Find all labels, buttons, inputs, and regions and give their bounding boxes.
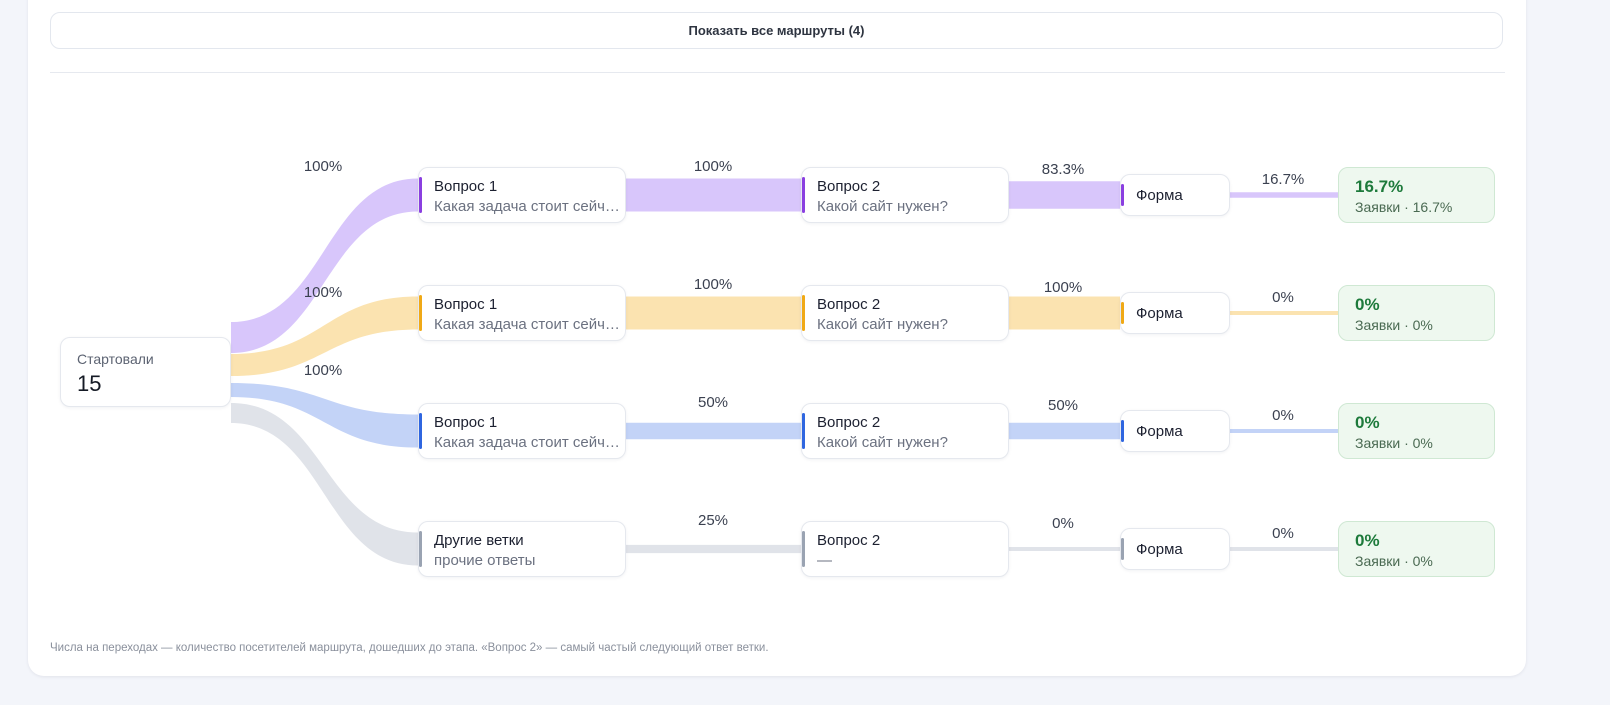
q2-node-2[interactable]: Вопрос 2 Какой сайт нужен?	[801, 285, 1009, 341]
form-result-transition-label-3: 0%	[1272, 407, 1294, 424]
flow-q1-q2-2	[626, 296, 802, 330]
node-color-bar	[419, 413, 422, 449]
form-node-1[interactable]: Форма	[1120, 174, 1230, 216]
form-title: Форма	[1136, 541, 1183, 558]
form-title: Форма	[1136, 187, 1183, 204]
flow-q1-q2-4	[626, 544, 802, 554]
q2-form-transition-label-2: 100%	[1043, 279, 1083, 296]
flow-q2-form-3	[1009, 422, 1120, 440]
q1-node-1[interactable]: Вопрос 1 Какая задача стоит сейчас?	[418, 167, 626, 223]
flow-q2-form-4	[1009, 547, 1120, 551]
q1-q2-transition-label-1: 100%	[693, 158, 733, 175]
divider	[50, 72, 1505, 73]
start-transition-label-3: 100%	[303, 362, 343, 379]
flow-q2-form-2	[1009, 296, 1120, 330]
flow-form-result-1	[1230, 192, 1338, 198]
start-transition-label-2: 100%	[303, 284, 343, 301]
q2-title: Вопрос 2	[817, 178, 881, 195]
result-subtitle: Заявки · 16.7%	[1355, 199, 1453, 215]
form-node-4[interactable]: Форма	[1120, 528, 1230, 570]
flow-q2-form-1	[1009, 181, 1120, 209]
q1-title: Другие ветки	[434, 532, 524, 549]
node-color-bar	[802, 295, 805, 331]
node-color-bar	[419, 531, 422, 567]
result-node-4[interactable]: 0% Заявки · 0%	[1338, 521, 1495, 577]
q1-node-3[interactable]: Вопрос 1 Какая задача стоит сейчас?	[418, 403, 626, 459]
q2-form-transition-label-4: 0%	[1052, 515, 1074, 532]
start-transition-label-1: 100%	[303, 158, 343, 175]
q1-title: Вопрос 1	[434, 178, 498, 195]
q1-title: Вопрос 1	[434, 296, 498, 313]
q1-subtitle: Какая задача стоит сейчас?	[434, 316, 624, 333]
q2-node-3[interactable]: Вопрос 2 Какой сайт нужен?	[801, 403, 1009, 459]
form-result-transition-label-2: 0%	[1272, 289, 1294, 306]
flow-start-q1-1	[231, 178, 418, 353]
result-percent: 0%	[1355, 295, 1380, 314]
show-all-routes-button[interactable]: Показать все маршруты (4)	[50, 12, 1503, 49]
flow-form-result-4	[1230, 547, 1338, 551]
start-node: Стартовали 15	[60, 337, 231, 407]
form-title: Форма	[1136, 305, 1183, 322]
result-percent: 0%	[1355, 413, 1380, 432]
q1-subtitle: прочие ответы	[434, 552, 536, 569]
form-node-2[interactable]: Форма	[1120, 292, 1230, 334]
node-color-bar	[1121, 184, 1124, 206]
node-color-bar	[1121, 420, 1124, 442]
flow-q1-q2-3	[626, 422, 802, 440]
node-color-bar	[1121, 302, 1124, 324]
q2-node-4[interactable]: Вопрос 2 —	[801, 521, 1009, 577]
form-result-transition-label-4: 0%	[1272, 525, 1294, 542]
form-result-transition-label-1: 16.7%	[1261, 171, 1305, 188]
form-title: Форма	[1136, 423, 1183, 440]
result-subtitle: Заявки · 0%	[1355, 317, 1433, 333]
start-label: Стартовали	[77, 351, 154, 367]
result-subtitle: Заявки · 0%	[1355, 435, 1433, 451]
result-node-1[interactable]: 16.7% Заявки · 16.7%	[1338, 167, 1495, 223]
q1-node-2[interactable]: Вопрос 1 Какая задача стоит сейчас?	[418, 285, 626, 341]
result-node-2[interactable]: 0% Заявки · 0%	[1338, 285, 1495, 341]
flow-q1-q2-1	[626, 178, 802, 212]
q2-form-transition-label-3: 50%	[1047, 397, 1079, 414]
node-color-bar	[1121, 538, 1124, 560]
q2-form-transition-label-1: 83.3%	[1041, 161, 1085, 178]
q2-title: Вопрос 2	[817, 532, 881, 549]
q1-q2-transition-label-3: 50%	[697, 394, 729, 411]
flow-form-result-2	[1230, 311, 1338, 315]
q1-q2-transition-label-4: 25%	[697, 512, 729, 529]
node-color-bar	[802, 413, 805, 449]
q1-title: Вопрос 1	[434, 414, 498, 431]
q1-subtitle: Какая задача стоит сейчас?	[434, 198, 624, 215]
flow-start-q1-4	[231, 403, 418, 566]
q1-subtitle: Какая задача стоит сейчас?	[434, 434, 624, 451]
flow-form-result-3	[1230, 429, 1338, 433]
footnote: Числа на переходах — количество посетите…	[50, 642, 769, 654]
q1-node-4[interactable]: Другие ветки прочие ответы	[418, 521, 626, 577]
q2-subtitle: Какой сайт нужен?	[817, 434, 948, 451]
form-node-3[interactable]: Форма	[1120, 410, 1230, 452]
result-subtitle: Заявки · 0%	[1355, 553, 1433, 569]
node-color-bar	[802, 531, 805, 567]
result-percent: 16.7%	[1355, 177, 1404, 196]
result-percent: 0%	[1355, 531, 1380, 550]
q2-title: Вопрос 2	[817, 296, 881, 313]
result-node-3[interactable]: 0% Заявки · 0%	[1338, 403, 1495, 459]
node-color-bar	[419, 295, 422, 331]
q2-subtitle: Какой сайт нужен?	[817, 316, 948, 333]
start-value: 15	[77, 371, 102, 396]
flow-start-q1-2	[231, 296, 418, 376]
q1-q2-transition-label-2: 100%	[693, 276, 733, 293]
q2-subtitle: —	[817, 552, 832, 569]
q2-node-1[interactable]: Вопрос 2 Какой сайт нужен?	[801, 167, 1009, 223]
node-color-bar	[802, 177, 805, 213]
flow-start-q1-3	[231, 383, 418, 448]
node-color-bar	[419, 177, 422, 213]
q2-title: Вопрос 2	[817, 414, 881, 431]
q2-subtitle: Какой сайт нужен?	[817, 198, 948, 215]
